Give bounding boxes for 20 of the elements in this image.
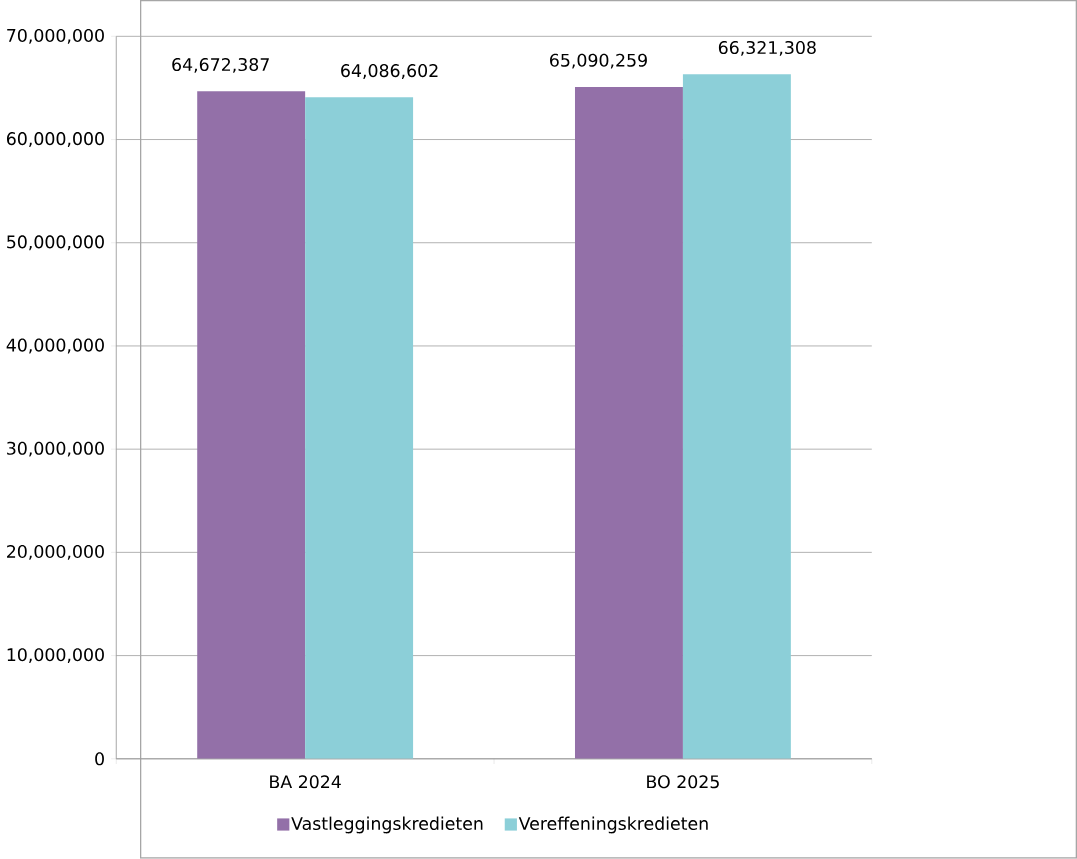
y-tick-label: 40,000,000 [6, 338, 104, 354]
bar [574, 87, 683, 759]
legend-label: Vastleggingskredieten [291, 816, 483, 834]
bar [197, 91, 306, 759]
y-tick-label: 10,000,000 [7, 648, 104, 664]
y-tick-label: 30,000,000 [7, 441, 104, 457]
y-tick-label: 60,000,000 [7, 132, 104, 148]
y-tick-label: 0 [95, 752, 104, 766]
y-tick-label: 70,000,000 [7, 29, 104, 44]
data-label: 64,672,387 [172, 58, 269, 74]
x-tick-label: BO 2025 [647, 775, 719, 789]
data-label: 65,090,259 [550, 53, 647, 69]
x-tick-label: BA 2024 [270, 775, 341, 789]
bar [682, 74, 791, 759]
y-tick-label: 50,000,000 [7, 235, 104, 251]
data-label: 66,321,308 [718, 41, 816, 56]
data-label: 64,086,602 [341, 64, 438, 80]
y-tick-label: 20,000,000 [7, 545, 104, 560]
bar [305, 97, 414, 759]
legend-label: Vereffeningskredieten [518, 816, 708, 834]
